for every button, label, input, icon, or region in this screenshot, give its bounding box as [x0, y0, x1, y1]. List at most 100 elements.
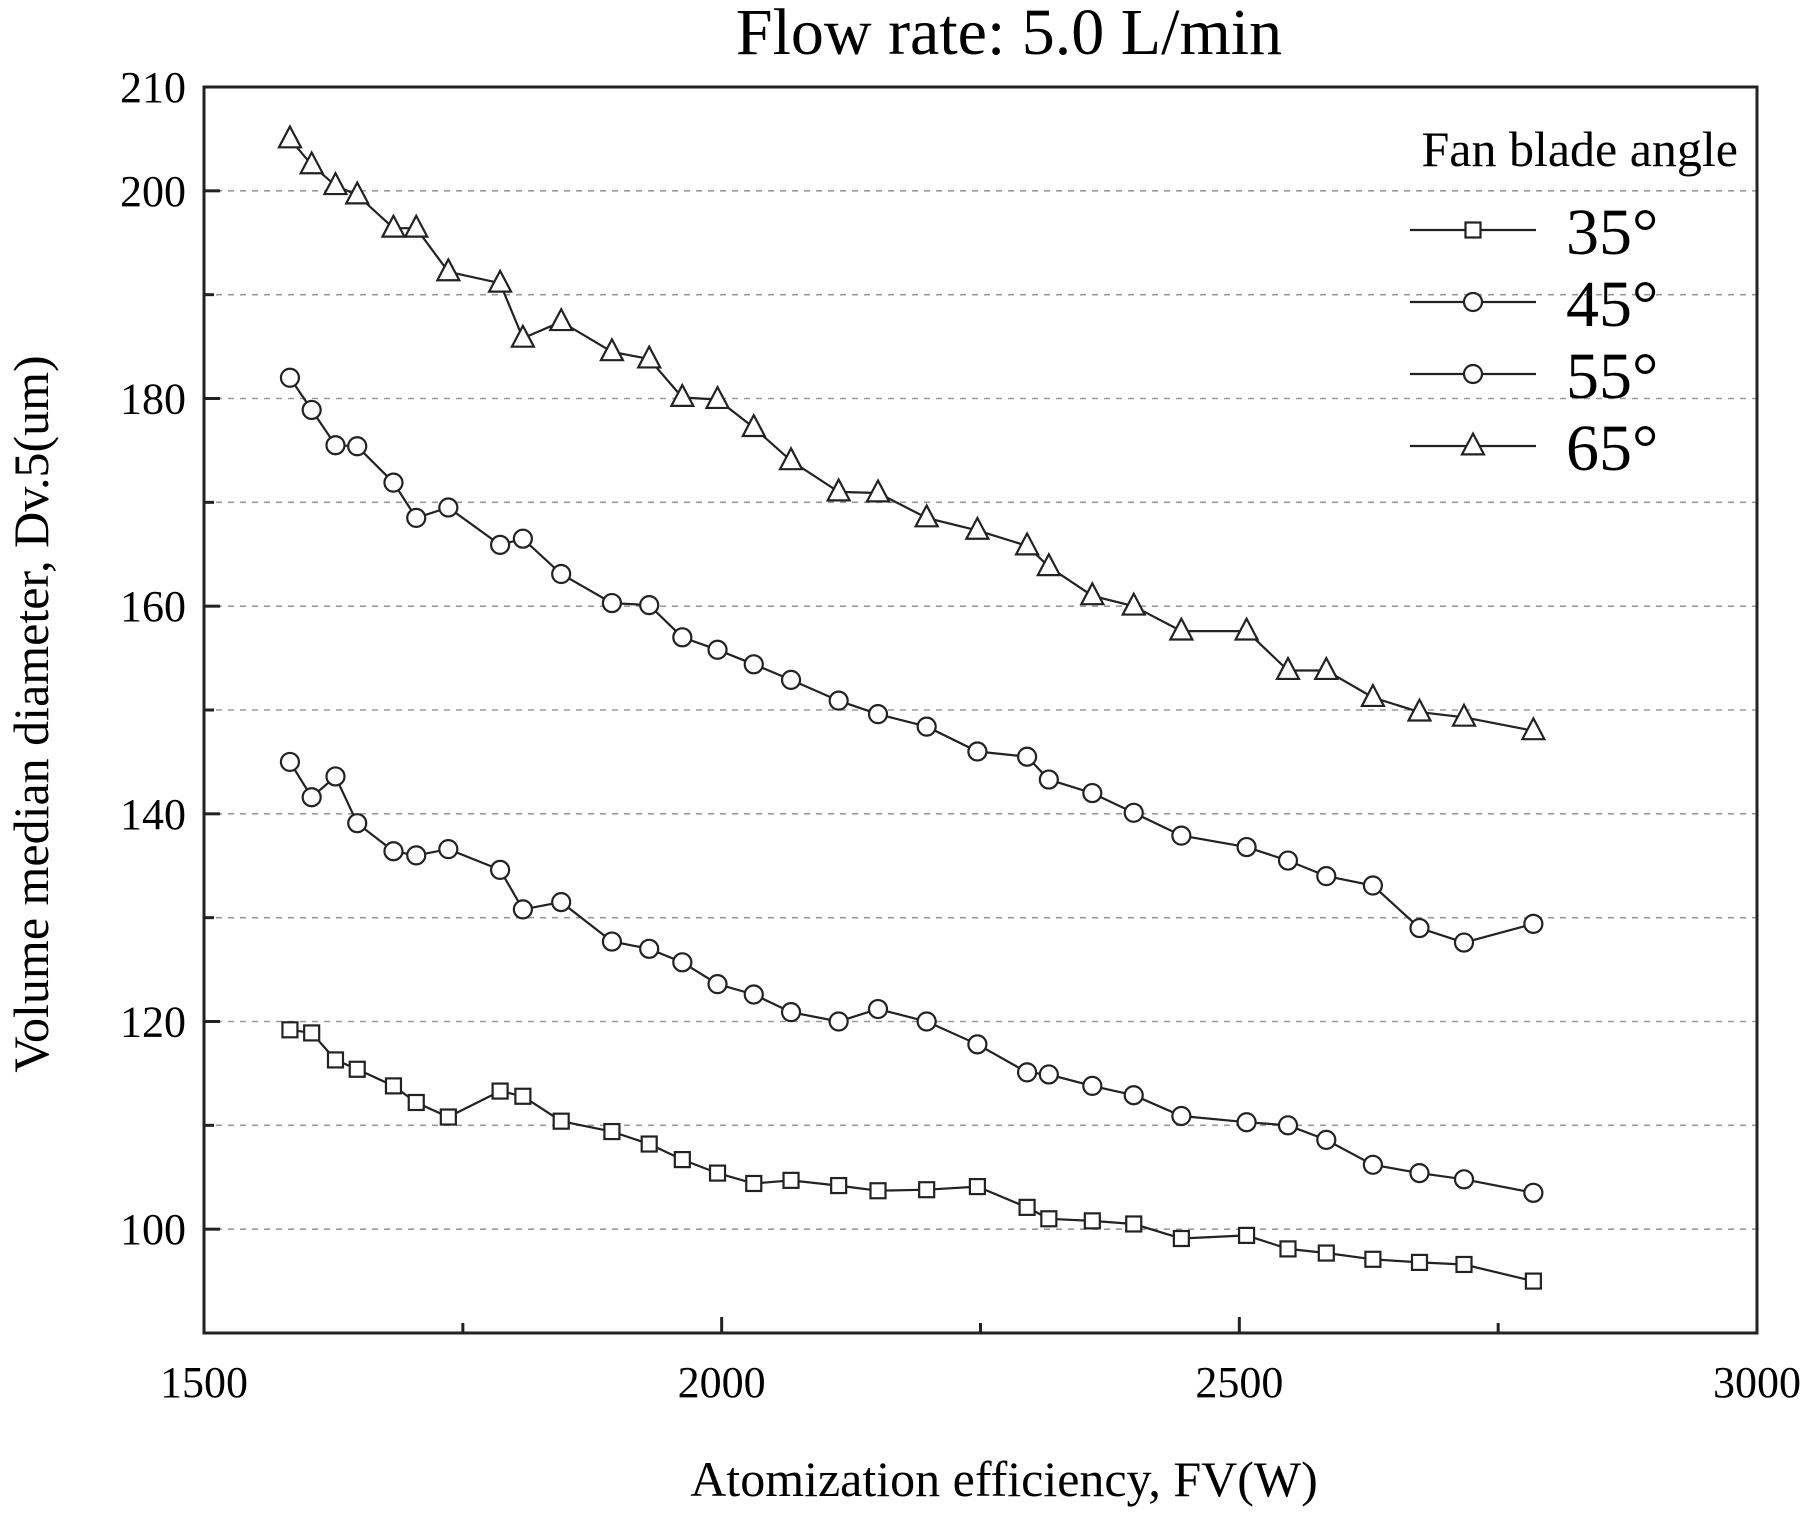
data-point [640, 1135, 658, 1153]
data-point [1523, 913, 1544, 934]
data-point [438, 497, 459, 518]
data-point [916, 716, 937, 737]
y-tick-label: 180 [120, 375, 186, 424]
data-point [743, 984, 764, 1005]
data-point [1236, 1112, 1257, 1133]
data-point [347, 436, 368, 457]
x-tick-label: 1500 [160, 1358, 248, 1407]
data-point [1316, 866, 1337, 887]
data-point [867, 998, 889, 1020]
data-point [380, 213, 407, 238]
data-point [708, 1164, 727, 1182]
data-point [740, 412, 767, 438]
y-tick-label: 200 [120, 167, 186, 216]
data-point [1317, 1244, 1335, 1262]
x-axis-label: Atomization efficiency, FV(W) [690, 1451, 1318, 1507]
data-point [1316, 1129, 1337, 1150]
data-point [780, 1002, 802, 1023]
y-axis-label: Volume median diameter, Dv.5(um) [3, 355, 59, 1072]
data-point [636, 344, 663, 369]
data-point [828, 690, 849, 711]
data-point [867, 704, 889, 725]
y-tick-label: 120 [120, 998, 186, 1047]
data-point [551, 891, 572, 913]
data-point [828, 1011, 849, 1032]
data-point [407, 1093, 425, 1112]
data-point [968, 1177, 986, 1196]
data-point [1410, 1253, 1429, 1271]
series-line [288, 377, 1534, 944]
y-tick-label: 140 [120, 790, 186, 839]
legend-title: Fan blade angle [1421, 121, 1738, 177]
y-tick-label: 160 [120, 582, 186, 631]
data-point [406, 507, 427, 529]
legend-item: 35° [1410, 196, 1658, 269]
data-point [707, 974, 728, 995]
data-point [383, 472, 404, 493]
data-point [1040, 1210, 1058, 1228]
data-point [707, 639, 728, 660]
data-point [348, 1060, 366, 1078]
data-point [601, 931, 623, 952]
y-tick-label: 210 [120, 63, 186, 112]
data-point [1038, 769, 1059, 790]
data-point [673, 1150, 691, 1169]
data-point [551, 563, 572, 585]
series-line [289, 1028, 1534, 1283]
data-point [512, 528, 533, 549]
data-point [599, 337, 625, 362]
data-point [439, 1108, 457, 1126]
series-4 [277, 124, 1547, 741]
data-point [1453, 1169, 1475, 1190]
data-point [1279, 1240, 1297, 1258]
data-point [1409, 917, 1430, 939]
data-point [1451, 702, 1477, 727]
series-group [277, 124, 1547, 1290]
data-point [512, 899, 533, 920]
data-point [1364, 1250, 1382, 1268]
data-point [326, 1051, 345, 1069]
data-point [1277, 1115, 1299, 1136]
data-point [913, 503, 940, 528]
data-point [1409, 1162, 1430, 1184]
data-point [301, 399, 322, 421]
data-point [603, 1122, 621, 1141]
series-2 [279, 367, 1544, 953]
data-point [1360, 682, 1386, 708]
data-point [1014, 531, 1040, 556]
data-point [487, 268, 513, 293]
data-point [277, 124, 303, 149]
data-point [1168, 616, 1195, 641]
series-line [288, 761, 1534, 1194]
data-point [1453, 932, 1475, 953]
data-point [325, 435, 346, 456]
data-point [1079, 581, 1106, 606]
data-point [830, 1176, 848, 1195]
data-point [743, 654, 764, 675]
data-point [967, 1034, 988, 1055]
data-point [490, 534, 511, 556]
legend-label: 35° [1566, 196, 1658, 269]
data-point [825, 477, 852, 502]
data-point [438, 839, 459, 860]
data-point [1123, 802, 1144, 823]
data-point [1171, 1105, 1192, 1127]
data-point [435, 257, 462, 282]
data-point [1120, 591, 1147, 616]
data-point [552, 1112, 570, 1130]
data-point [384, 1077, 403, 1095]
data-point [1275, 655, 1301, 681]
data-point [1082, 782, 1103, 804]
data-point [869, 1182, 887, 1200]
data-point [279, 751, 301, 773]
data-point [548, 306, 575, 332]
data-point [639, 595, 660, 616]
legend-label: 45° [1566, 268, 1658, 341]
y-tick-label: 100 [120, 1205, 186, 1254]
legend-marker [1460, 431, 1486, 456]
data-point [778, 446, 804, 471]
data-point [1233, 616, 1260, 641]
data-point [672, 952, 693, 973]
data-point [1125, 1215, 1143, 1233]
legend-item: 45° [1410, 268, 1658, 341]
